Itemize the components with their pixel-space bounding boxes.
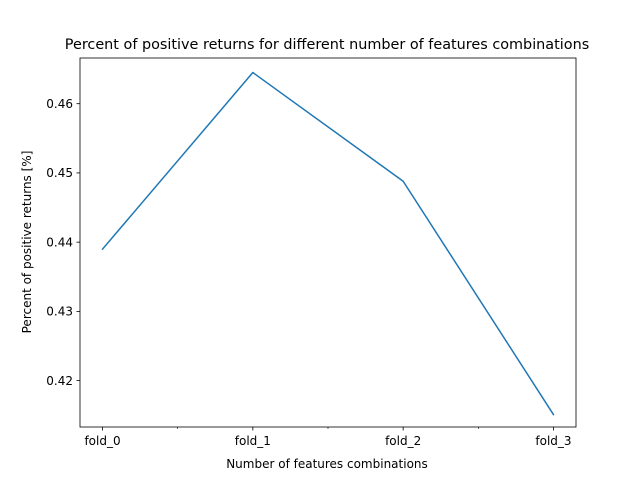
y-tick-label: 0.46 xyxy=(46,97,73,111)
x-tick-label: fold_2 xyxy=(385,434,421,448)
y-axis-label: Percent of positive returns [%] xyxy=(20,151,34,334)
x-axis-label: Number of features combinations xyxy=(226,457,428,471)
series-line-0 xyxy=(101,71,555,416)
x-tick-label: fold_1 xyxy=(235,434,271,448)
series-layer xyxy=(101,71,555,416)
y-tick-label: 0.44 xyxy=(46,235,73,249)
y-tick-label: 0.43 xyxy=(46,305,73,319)
x-axis: fold_0 fold_1 fold_2 fold_3 xyxy=(84,427,572,448)
x-tick-label: fold_0 xyxy=(84,434,120,448)
chart-title: Percent of positive returns for differen… xyxy=(65,37,589,53)
x-tick-label: fold_3 xyxy=(535,434,571,448)
y-tick-label: 0.42 xyxy=(46,374,73,388)
y-tick-label: 0.45 xyxy=(46,166,73,180)
y-axis: 0.42 0.43 0.44 0.45 0.46 xyxy=(46,97,80,388)
